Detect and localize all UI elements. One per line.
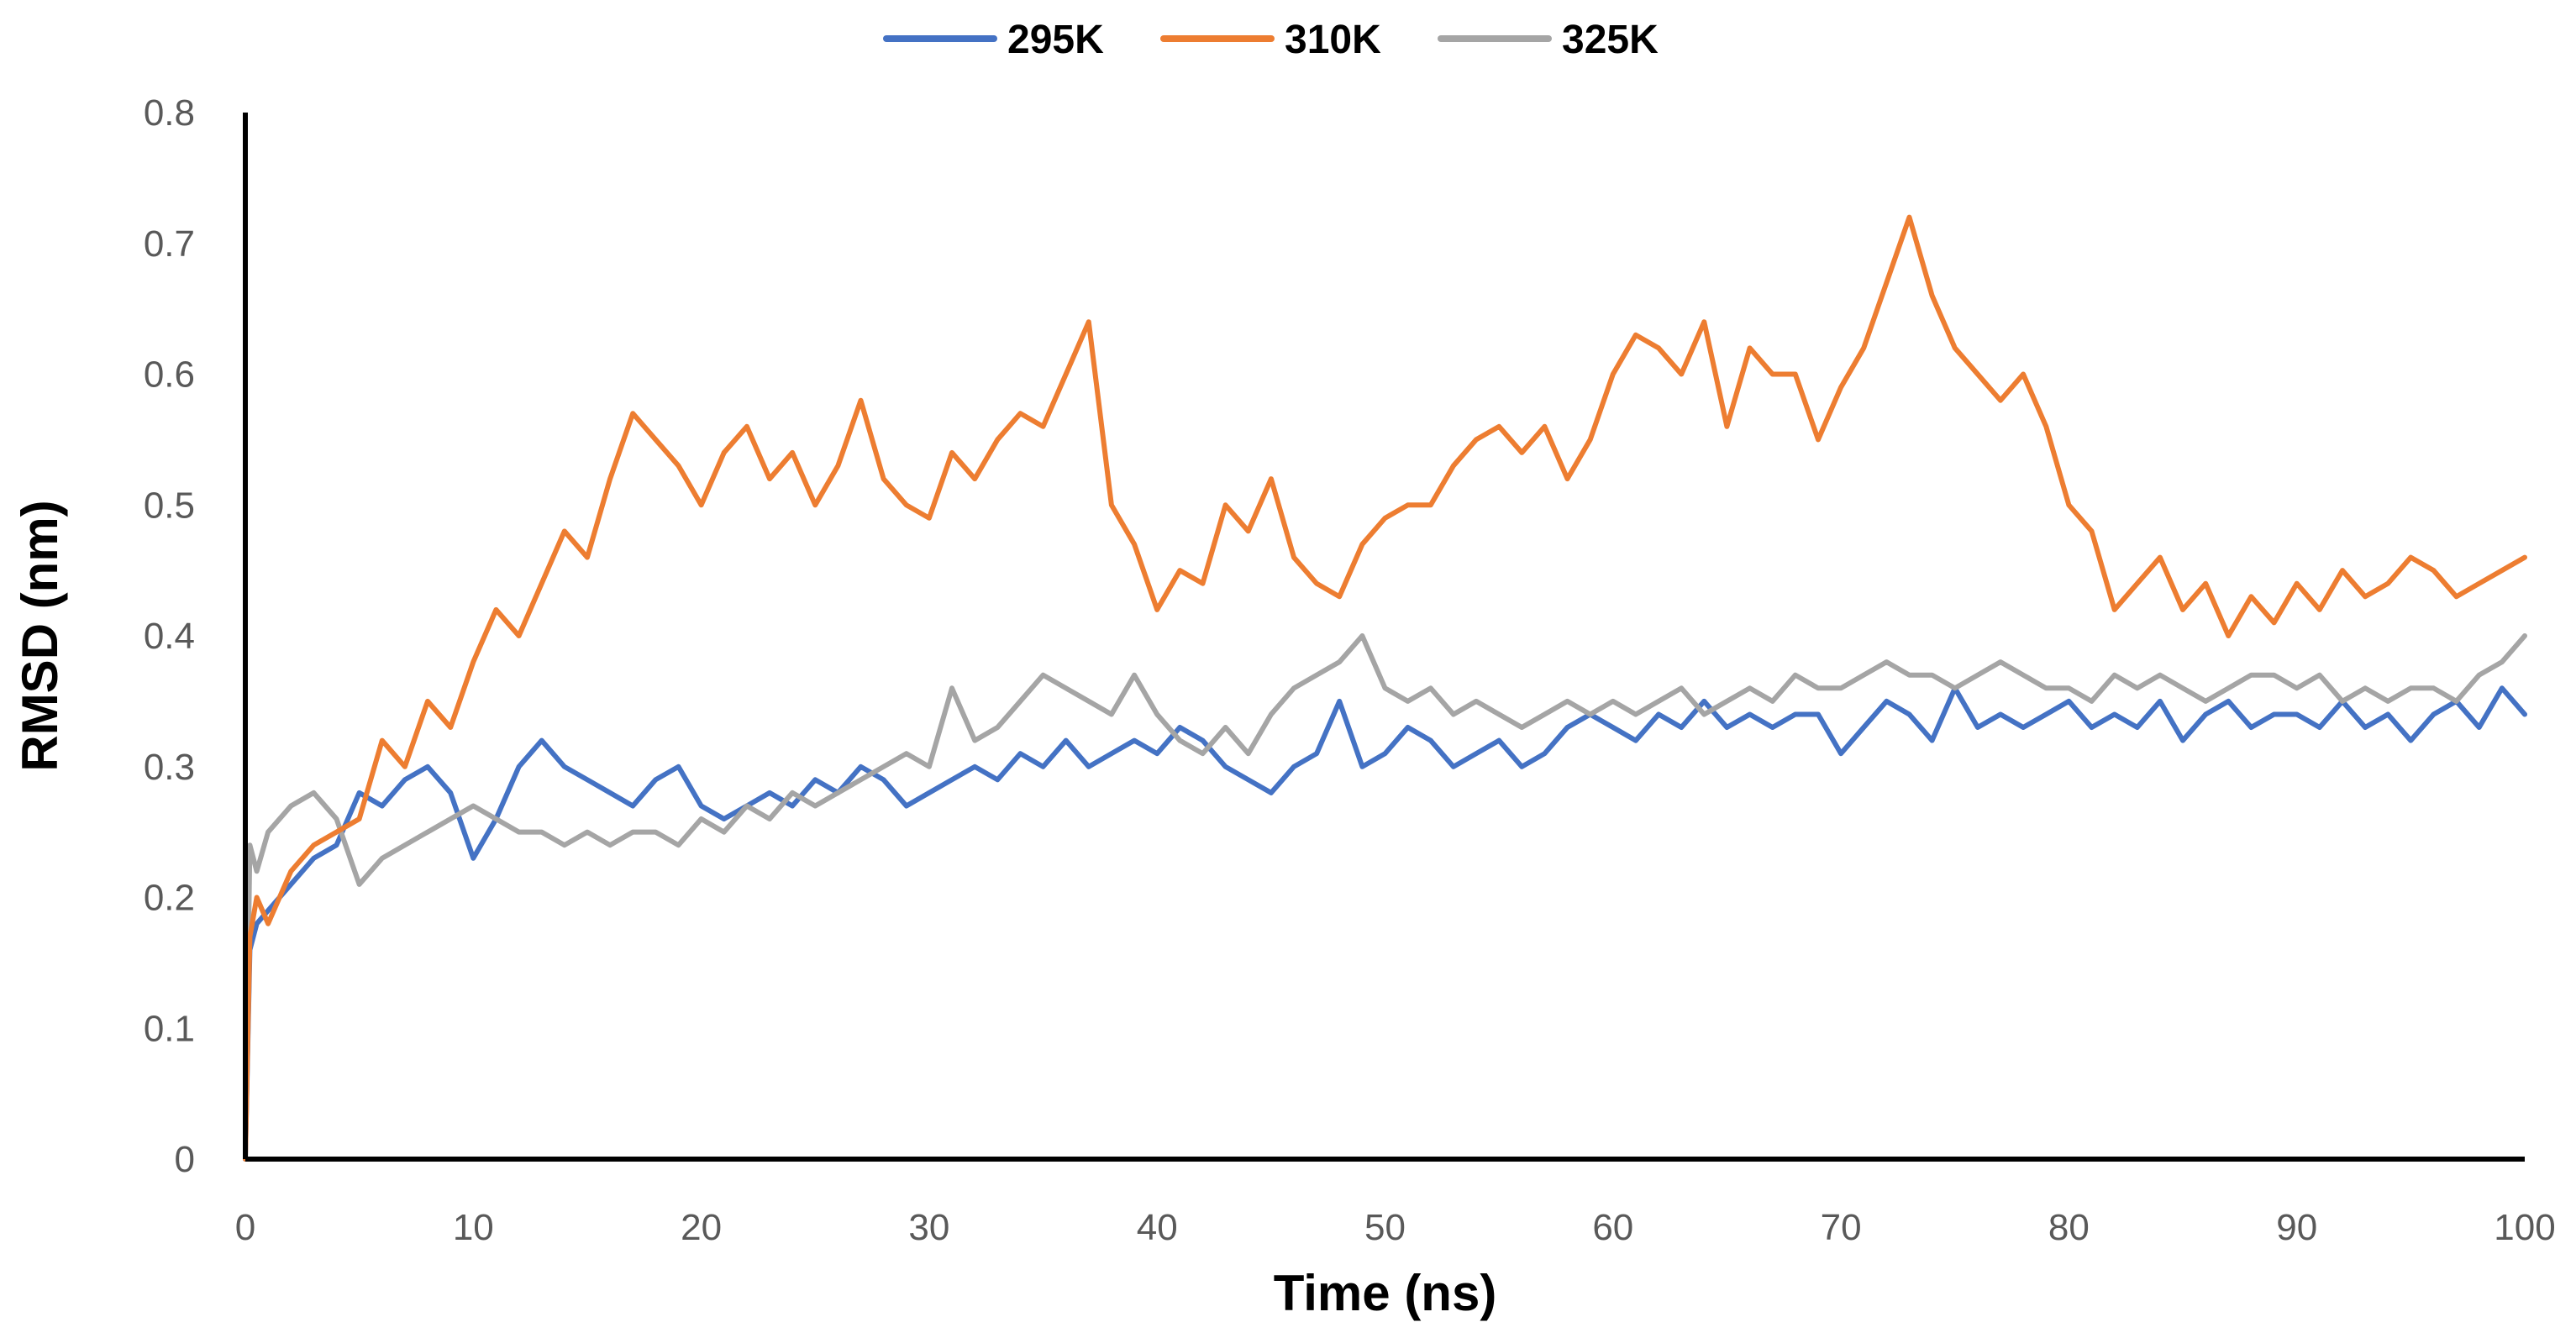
y-tick-label: 0.3 bbox=[144, 747, 195, 788]
series-line-325k bbox=[243, 633, 2527, 1162]
y-tick-label: 0.6 bbox=[144, 354, 195, 396]
chart-legend: 295K 310K 325K bbox=[883, 18, 1659, 62]
y-tick-label: 0.4 bbox=[144, 616, 195, 657]
y-tick-labels: 0 0.1 0.2 0.3 0.4 0.5 0.6 0.7 0.8 bbox=[144, 92, 195, 1180]
y-tick-label: 0.2 bbox=[144, 878, 195, 919]
x-tick-label: 40 bbox=[1137, 1207, 1178, 1248]
y-tick-label: 0.7 bbox=[144, 223, 195, 265]
x-tick-labels: 0 10 20 30 40 50 60 70 80 90 100 bbox=[235, 1207, 2556, 1248]
y-tick-label: 0.1 bbox=[144, 1008, 195, 1049]
legend-label-295k: 295K bbox=[1007, 18, 1104, 62]
x-tick-label: 100 bbox=[2494, 1207, 2555, 1248]
x-tick-label: 0 bbox=[235, 1207, 255, 1248]
x-tick-label: 70 bbox=[1821, 1207, 1862, 1248]
legend-label-325k: 325K bbox=[1562, 18, 1659, 62]
y-tick-label: 0 bbox=[175, 1139, 195, 1180]
series-line-310k bbox=[243, 214, 2527, 1162]
legend-label-310k: 310K bbox=[1285, 18, 1381, 62]
x-tick-label: 20 bbox=[681, 1207, 722, 1248]
series-line-295k bbox=[243, 685, 2527, 1162]
series-layer bbox=[243, 214, 2527, 1162]
x-tick-label: 60 bbox=[1592, 1207, 1633, 1248]
x-tick-label: 10 bbox=[453, 1207, 494, 1248]
y-axis-title: RMSD (nm) bbox=[12, 500, 68, 771]
x-tick-label: 30 bbox=[908, 1207, 949, 1248]
x-tick-label: 90 bbox=[2276, 1207, 2317, 1248]
x-tick-label: 80 bbox=[2048, 1207, 2090, 1248]
chart-axes bbox=[243, 113, 2525, 1162]
x-axis-title: Time (ns) bbox=[1274, 1265, 1497, 1321]
x-tick-label: 50 bbox=[1364, 1207, 1406, 1248]
y-tick-label: 0.5 bbox=[144, 485, 195, 526]
y-tick-label: 0.8 bbox=[144, 92, 195, 134]
